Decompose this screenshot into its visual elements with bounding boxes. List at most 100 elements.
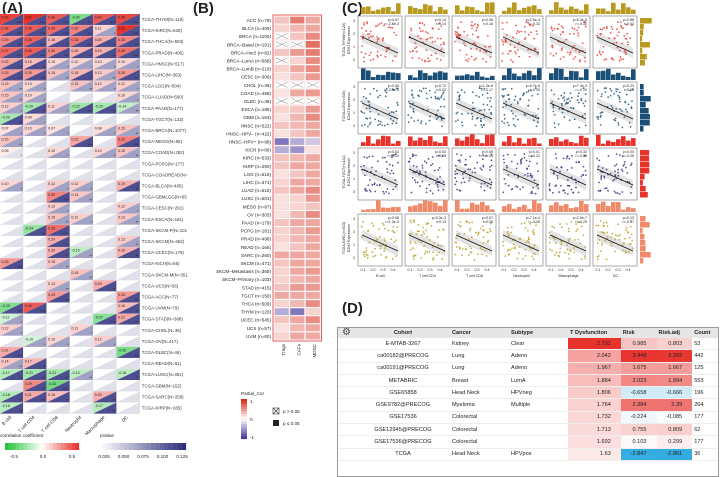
scatter-point [371,183,374,186]
legend-p-swatch [155,443,160,450]
cell-value-label: 0.16 [48,393,55,397]
pvalue-triangle [23,25,47,37]
table-row[interactable]: TCGA Head Neck HPVpos 1.63 -2.847 -2.861 36 [338,448,718,461]
cell-stars-label: * [114,154,116,158]
scatter-point [380,245,383,247]
scatter-point [431,246,434,248]
table-row[interactable]: ca00191@PRECOG Lung Adeno 1.967 1.675 1.667 12… [338,362,718,375]
cell [289,105,305,113]
corr-triangle [46,14,70,26]
cell [274,73,290,81]
cell-stars-label: ** [43,65,46,69]
scatter-point [506,153,509,156]
scatter-point [412,111,415,113]
scatter-point [551,249,554,252]
scatter-point [605,27,608,30]
row-label: READ (n=166) [241,245,271,250]
table-row[interactable]: E-MTAB-3267 Kidney Clear 2.731 0.985 0.803 53 [338,338,718,351]
scatter-point [514,125,517,128]
col-risk[interactable]: Risk [620,328,657,338]
scatter-point [413,257,415,260]
marginal-hist-bar [640,96,651,102]
cell-adj: -2.861 [656,448,693,461]
col-t-dysfunction[interactable]: T Dysfunction [568,328,621,338]
cell-cohort: E-MTAB-3267 [356,338,450,351]
scatter-point [621,249,624,252]
corr-triangle [116,380,140,392]
cell-stars-label: * [114,343,116,347]
scatter-point [527,21,529,24]
row-label: TCGA-THYM(N=118) [142,17,184,22]
table-row[interactable]: GSE65858 Head Neck HPVneg 1.806 -0.658 -0.666… [338,386,718,400]
col-count[interactable]: Count [692,328,718,338]
cell-stars-label: *** [64,54,69,58]
scatter-point [605,221,608,224]
stat-r-label: r=-0.32 [576,22,588,26]
corr-triangle [93,69,117,81]
marginal-hist-bar [549,73,554,80]
cell [305,146,321,154]
scatter-point [517,102,519,105]
marginal-hist-bar [475,71,480,80]
table-row[interactable]: GSE17536@PRECOG Colorectal 1.692 0.103 0.299… [338,435,718,449]
scatter-point [622,58,625,61]
table-row[interactable]: GSE9782@PRECOG Myeloma Multiple 1.764 2.384 2… [338,398,718,412]
scatter-point [391,59,394,62]
col-cancer[interactable]: Cancer [450,328,509,338]
y-tick-label: 2 [353,164,355,168]
marginal-hist-bar [611,74,616,80]
marginal-hist-bar [569,70,574,80]
table-row[interactable]: ca00182@PRECOG Lung Adeno 2.042 3.448 3.392 44… [338,349,718,363]
table-row[interactable]: METABRIC Breast LumA 1.884 2.023 1.994 553 [338,374,718,388]
scatter-point [481,225,484,228]
col-cohort[interactable]: Cohort [356,328,450,338]
scatter-point [485,51,488,53]
gear-icon[interactable]: ⚙ [342,327,351,338]
table-row[interactable]: GSE12945@PRECOG Colorectal 1.713 0.755 0.809… [338,423,718,437]
scatter-point [559,170,561,173]
pvalue-triangle [93,258,117,270]
cell-value-label: 0.12 [95,82,102,86]
scatter-point [548,231,551,234]
scatter-point [576,29,579,32]
cell-stars-label: *** [18,354,23,358]
scatter-point [489,168,491,171]
col-subtype[interactable]: Subtype [509,328,568,338]
table-row[interactable]: GSE17536 Colorectal 1.732 -0.224 -0.085 177 [338,411,718,425]
corr-triangle [69,202,94,214]
marginal-hist-bar [371,10,376,14]
scatter-point [393,231,396,234]
pvalue-triangle [0,347,24,359]
cell-stars-label: * [114,132,116,136]
scatter-point [553,122,556,125]
corr-triangle [69,335,94,347]
ns-cross [291,98,304,104]
cell-adj: 0.809 [656,423,693,437]
scatter-point [553,93,556,96]
scatter-point [454,253,457,256]
scatter-point [458,189,461,192]
row-label: BRCA–LumA (n=568) [227,59,272,64]
scatter-point [620,58,622,61]
pvalue-triangle [0,202,24,214]
pvalue-triangle [0,58,24,70]
corr-triangle [69,213,94,225]
scatter-point [463,41,465,44]
scatter-point [597,189,600,192]
scatter-point [391,154,393,157]
col-risk-adj[interactable]: Risk.adj [656,328,693,338]
scatter-point [431,41,434,43]
scatter-point [407,114,410,117]
scatter-point [629,225,632,228]
cell [274,121,290,129]
scatter-point [505,101,508,103]
scatter-point [610,105,613,107]
scatter-point [362,251,365,254]
scatter-point [434,95,437,98]
marginal-hist-bar [611,202,616,212]
pvalue-triangle [46,180,70,192]
scatter-point [554,242,557,244]
row-label: MESO (n=87) [243,204,272,209]
corr-triangle [116,313,140,325]
pvalue-triangle [23,302,47,314]
